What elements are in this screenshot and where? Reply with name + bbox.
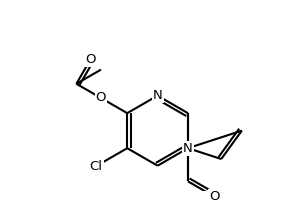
Text: N: N <box>183 142 193 155</box>
Text: N: N <box>153 89 162 102</box>
Text: O: O <box>209 190 219 202</box>
Text: O: O <box>85 53 96 66</box>
Text: O: O <box>96 92 106 104</box>
Text: Cl: Cl <box>90 160 103 173</box>
